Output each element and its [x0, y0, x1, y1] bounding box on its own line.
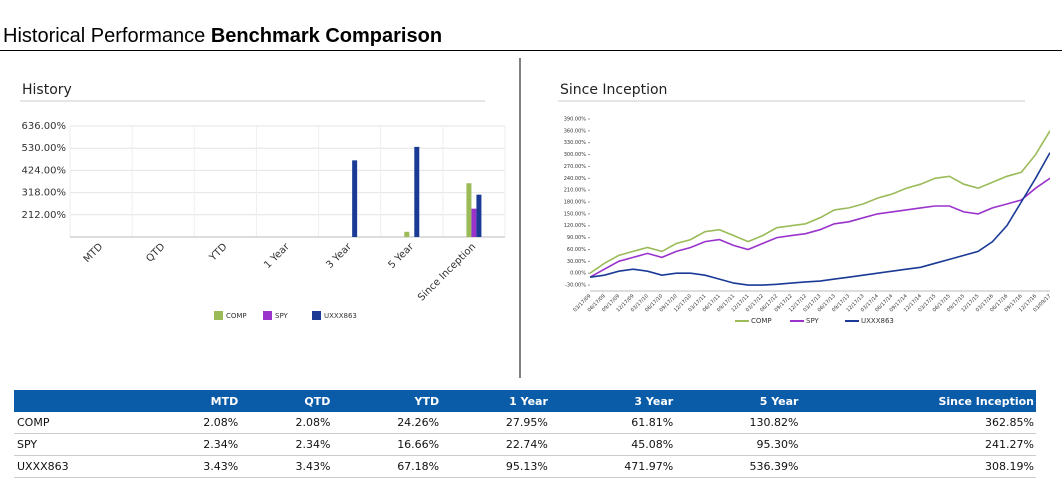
- x-tick-label: YTD: [207, 241, 230, 264]
- y-tick-label: 180.00%: [564, 200, 586, 206]
- bar: [104, 237, 109, 258]
- table-cell: 95.13%: [441, 455, 550, 478]
- y-tick-label: 150.00%: [564, 211, 586, 217]
- y-tick-label: 636.00%: [22, 121, 67, 132]
- table-cell: 3.43%: [148, 455, 241, 478]
- table-cell: 67.18%: [332, 455, 442, 478]
- table-cell: 536.39%: [675, 455, 801, 478]
- table-cell: 95.30%: [675, 433, 801, 456]
- x-tick-label: 5 Year: [387, 241, 417, 271]
- column-header: 1 Year: [441, 390, 550, 412]
- table-cell: 22.74%: [441, 433, 550, 456]
- x-tick-label: MTD: [82, 241, 106, 265]
- y-tick-label: 300.00%: [564, 152, 586, 158]
- table-cell: 2.08%: [240, 412, 333, 434]
- page-title: Historical Performance Benchmark Compari…: [3, 25, 442, 48]
- table-cell: 308.19%: [800, 455, 1036, 478]
- performance-table: MTD QTD YTD 1 Year 3 Year 5 Year Since Incepti…: [14, 390, 1036, 478]
- table-cell: 471.97%: [549, 455, 676, 478]
- column-header: QTD: [240, 390, 333, 412]
- table-row: UXXX863 3.43% 3.43% 67.18% 95.13% 471.97% 536.…: [14, 455, 1036, 478]
- bars: [104, 146, 482, 258]
- panel-title: History: [22, 82, 72, 98]
- x-tick-label: 1 Year: [262, 241, 292, 271]
- charts: History Since Inception 212.00% 318.00% 42…: [20, 58, 1052, 378]
- legend-label: SPY: [275, 312, 289, 320]
- bar: [228, 237, 233, 245]
- table-cell: 24.26%: [332, 412, 442, 434]
- legend-label: UXXX863: [324, 312, 357, 320]
- row-name: COMP: [14, 412, 149, 434]
- row-name: SPY: [14, 433, 149, 456]
- table-cell: 130.82%: [675, 412, 801, 434]
- bar: [476, 194, 482, 237]
- series-line: [590, 130, 1050, 274]
- table-cell: 241.27%: [800, 433, 1036, 456]
- y-tick-label: 210.00%: [564, 188, 586, 194]
- legend-swatch: [312, 311, 321, 320]
- table-header: MTD QTD YTD 1 Year 3 Year 5 Year Since Incepti…: [14, 390, 1036, 412]
- table-row: SPY 2.34% 2.34% 16.66% 22.74% 45.08% 95.30% 241…: [14, 433, 1036, 456]
- legend-label: COMP: [751, 317, 772, 325]
- y-tick-label: 530.00%: [22, 143, 67, 154]
- table-cell: 362.85%: [800, 412, 1036, 434]
- table-cell: 2.34%: [240, 433, 333, 456]
- legend-swatch: [214, 311, 223, 320]
- table-cell: 2.08%: [148, 412, 241, 434]
- y-tick-label: 270.00%: [564, 164, 586, 170]
- table-cell: 3.43%: [240, 455, 333, 478]
- y-tick-label: 318.00%: [22, 188, 67, 199]
- table-cell: 45.08%: [549, 433, 676, 456]
- column-header: 3 Year: [549, 390, 676, 412]
- y-tick-label: 90.00%: [567, 235, 586, 241]
- table-row: COMP 2.08% 2.08% 24.26% 27.95% 61.81% 130.82% 3…: [14, 412, 1036, 434]
- y-tick-label: 390.00%: [564, 116, 586, 122]
- panel-title: Since Inception: [560, 82, 667, 98]
- legend-label: SPY: [806, 317, 820, 325]
- y-tick-label: 60.00%: [567, 247, 586, 253]
- corner: [14, 390, 149, 412]
- header-rule: [0, 50, 1062, 51]
- y-tick-label: 120.00%: [564, 223, 586, 229]
- x-tick-label: QTD: [144, 241, 167, 264]
- y-tick-label: 330.00%: [564, 140, 586, 146]
- legend-swatch: [263, 311, 272, 320]
- y-tick-label: 0.00%: [570, 271, 586, 277]
- bar: [352, 160, 358, 237]
- y-tick-label: 240.00%: [564, 176, 586, 182]
- y-tick-label: -30.00%: [565, 283, 586, 289]
- bar: [471, 208, 477, 237]
- table-cell: 27.95%: [441, 412, 550, 434]
- column-header: Since Inception: [800, 390, 1036, 412]
- legend-label: UXXX863: [861, 317, 894, 325]
- table-cell: 16.66%: [332, 433, 442, 456]
- bar: [466, 183, 472, 237]
- bar: [166, 237, 171, 258]
- bar: [414, 146, 420, 237]
- table-cell: 2.34%: [148, 433, 241, 456]
- column-header: YTD: [332, 390, 442, 412]
- x-tick-label: 3 Year: [324, 241, 354, 271]
- y-tick-label: 360.00%: [564, 128, 586, 134]
- y-tick-label: 424.00%: [22, 165, 67, 176]
- title-bold: Benchmark Comparison: [210, 25, 443, 47]
- bar: [404, 231, 410, 237]
- column-header: 5 Year: [675, 390, 801, 412]
- x-tick-label: Since Inception: [416, 241, 478, 303]
- table-cell: 61.81%: [549, 412, 676, 434]
- title-light: Historical Performance: [3, 25, 206, 47]
- row-name: UXXX863: [14, 455, 149, 478]
- lines: [590, 130, 1050, 286]
- series-line: [590, 152, 1050, 286]
- column-header: MTD: [148, 390, 241, 412]
- y-tick-label: 30.00%: [567, 259, 586, 265]
- y-tick-label: 212.00%: [22, 210, 67, 221]
- legend-label: COMP: [226, 312, 247, 320]
- series-line: [590, 177, 1050, 278]
